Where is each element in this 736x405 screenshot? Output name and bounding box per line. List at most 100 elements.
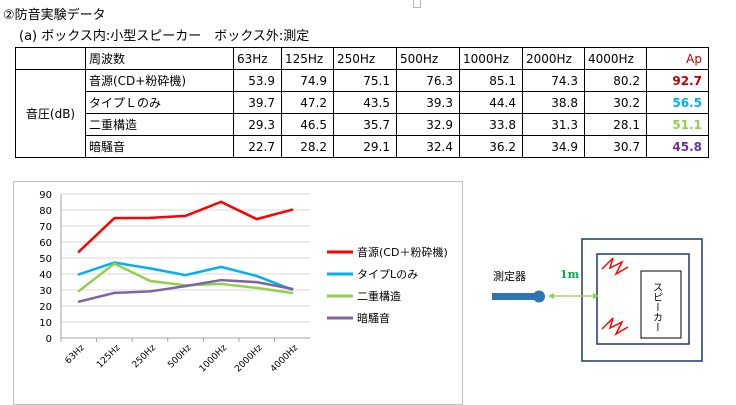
x-tick-label: 250Hz [131,343,159,371]
ap-header: Ap [646,47,709,70]
x-tick-label: 2000Hz [233,343,265,375]
legend-label: 二重構造 [357,289,401,303]
column-header: 125Hz [281,47,334,70]
y-tick-label: 30 [39,286,52,297]
y-tick-label: 60 [39,238,52,249]
data-point [148,267,152,270]
table-cell: 35.7 [333,113,397,136]
table-cell: 85.1 [459,69,523,92]
column-header: 4000Hz [584,47,647,70]
sound-wave-lower [601,317,629,336]
table-cell: 44.4 [459,91,523,114]
frequency-header: 周波数 [85,47,234,70]
row-group-label: 音圧(dB) [15,69,86,158]
table-cell: 53.9 [233,69,282,92]
table-cell: 43.5 [333,91,397,114]
section-heading: ②防音実験データ [3,8,106,23]
table-cell: 33.8 [459,113,523,136]
data-point [184,214,187,218]
section-subheading: (a) ボックス内:小型スピーカー ボックス外:測定 [19,29,310,44]
data-point [113,291,116,295]
legend-label: 暗騒音 [357,311,390,325]
data-point [291,287,294,291]
y-tick-label: 0 [46,334,52,345]
data-point [148,216,152,220]
column-header: 2000Hz [522,47,585,70]
table-cell: 47.2 [281,91,334,114]
ap-value: 56.5 [646,91,709,114]
data-point [184,273,187,277]
table-row: 二重構造 29.3 46.5 35.7 32.9 33.8 31.3 28.1 51.1 [16,113,709,136]
x-tick-label: 4000Hz [269,343,301,375]
ap-value: 51.1 [646,113,709,136]
data-point [255,286,258,290]
y-tick-label: 80 [39,206,52,217]
data-point [219,200,223,204]
table-cell: 32.9 [396,113,460,136]
data-point [219,278,223,282]
table-cell: 39.7 [233,91,282,114]
row-label: 音源(CD+粉砕機) [85,69,234,92]
table-cell: 46.5 [281,113,334,136]
data-point [77,273,80,276]
data-point [255,274,258,278]
data-point [77,289,80,293]
data-point [113,262,116,265]
sensor-label: 測定器 [493,269,526,283]
table-cell: 39.3 [396,91,460,114]
y-tick-label: 90 [39,190,52,201]
table-cell: 28.1 [584,113,647,136]
measurement-table: 周波数 63Hz 125Hz 250Hz 500Hz 1000Hz 2000Hz 4000Hz… [15,47,709,158]
table-cell: 29.3 [233,113,282,136]
legend-label: 音源(CD＋粉砕機) [357,245,448,259]
x-tick-label: 63Hz [64,343,87,366]
row-label: 暗騒音 [85,135,234,158]
table-cell: 32.4 [396,135,460,158]
table-cell: 80.2 [584,69,647,92]
row-label: タイプＬのみ [85,91,234,114]
y-tick-label: 40 [39,270,52,281]
speaker-label: スピーカー [651,282,662,332]
row-label: 二重構造 [85,113,234,136]
x-tick-label: 1000Hz [198,343,230,375]
x-tick-label: 125Hz [95,343,123,371]
chart-frame: 0 10 20 30 40 50 60 70 80 90 63Hz 125Hz 250Hz 500Hz 10… [13,181,463,405]
sensor-rod [492,293,539,300]
legend-label: タイプLのみ [357,268,418,281]
data-point [291,291,294,295]
data-point [77,300,80,303]
distance-label: 1m [560,268,580,281]
ap-value: 92.7 [646,69,709,92]
data-point [113,216,116,220]
table-cell: 74.3 [522,69,585,92]
sound-wave-upper [601,257,629,276]
data-point [291,208,294,211]
table-cell: 22.7 [233,135,282,158]
table-corner-cell [15,47,86,70]
setup-diagram: スピーカー 測定器 1m [492,238,703,362]
table-cell: 28.2 [281,135,334,158]
speaker-box [640,270,682,339]
table-row: 音圧(dB) 音源(CD+粉砕機) 53.9 74.9 75.1 76.3 85.1 74.3… [15,69,709,158]
sensor-head [533,290,545,303]
data-point [219,282,223,286]
column-header: 1000Hz [459,47,523,70]
ap-value: 45.8 [646,135,709,158]
table-cell: 76.3 [396,69,460,92]
column-header: 500Hz [396,47,460,70]
table-cell: 36.2 [459,135,523,158]
x-tick-label: 500Hz [166,343,194,371]
data-point [255,280,258,284]
column-header: 63Hz [233,47,282,70]
table-cell: 74.9 [281,69,334,92]
column-header: 250Hz [333,47,397,70]
arrow-head-right [593,293,599,299]
series-line [77,200,293,253]
table-cell: 30.7 [584,135,647,158]
y-tick-label: 70 [39,222,52,233]
inner-box [596,253,690,345]
table-cell: 75.1 [333,69,397,92]
series-line [78,278,293,303]
y-tick-label: 50 [39,254,52,265]
table-cell: 30.2 [584,91,647,114]
